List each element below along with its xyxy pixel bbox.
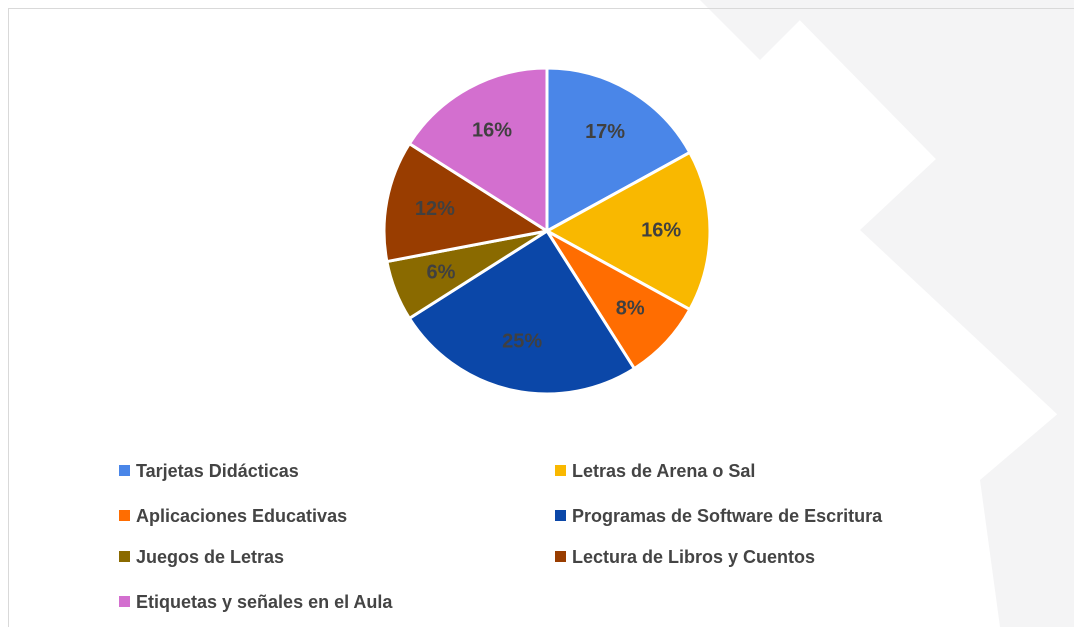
data-label: 25% bbox=[502, 331, 542, 353]
legend-swatch bbox=[119, 510, 130, 521]
pie-slice bbox=[407, 66, 549, 234]
legend-swatch bbox=[119, 596, 130, 607]
data-label: 12% bbox=[415, 198, 455, 220]
pie-slice bbox=[382, 141, 552, 264]
data-label: 16% bbox=[641, 219, 681, 241]
legend-swatch bbox=[555, 510, 566, 521]
legend-label: Aplicaciones Educativas bbox=[136, 506, 347, 526]
legend: Tarjetas Didácticas Letras de Arena o Sal… bbox=[119, 461, 883, 612]
legend-swatch bbox=[555, 465, 566, 476]
legend-label: Programas de Software de Escritura bbox=[572, 506, 883, 526]
legend-label: Tarjetas Didácticas bbox=[136, 461, 299, 481]
background-pattern bbox=[700, 0, 1074, 627]
legend-label: Juegos de Letras bbox=[136, 547, 284, 567]
legend-label: Lectura de Libros y Cuentos bbox=[572, 547, 815, 567]
pie-slice bbox=[407, 228, 637, 396]
data-label: 8% bbox=[616, 297, 645, 319]
legend-label: Etiquetas y señales en el Aula bbox=[136, 592, 393, 612]
data-label: 17% bbox=[585, 121, 625, 143]
legend-swatch bbox=[119, 465, 130, 476]
legend-swatch bbox=[119, 551, 130, 562]
data-label: 16% bbox=[472, 119, 512, 141]
legend-label: Letras de Arena o Sal bbox=[572, 461, 755, 481]
pie-slice bbox=[543, 150, 712, 312]
pie-slice bbox=[545, 66, 692, 234]
pie: 17% 16% 8% 25% 6% 12% 16% bbox=[382, 66, 712, 396]
data-label: 6% bbox=[426, 261, 455, 283]
legend-swatch bbox=[555, 551, 566, 562]
